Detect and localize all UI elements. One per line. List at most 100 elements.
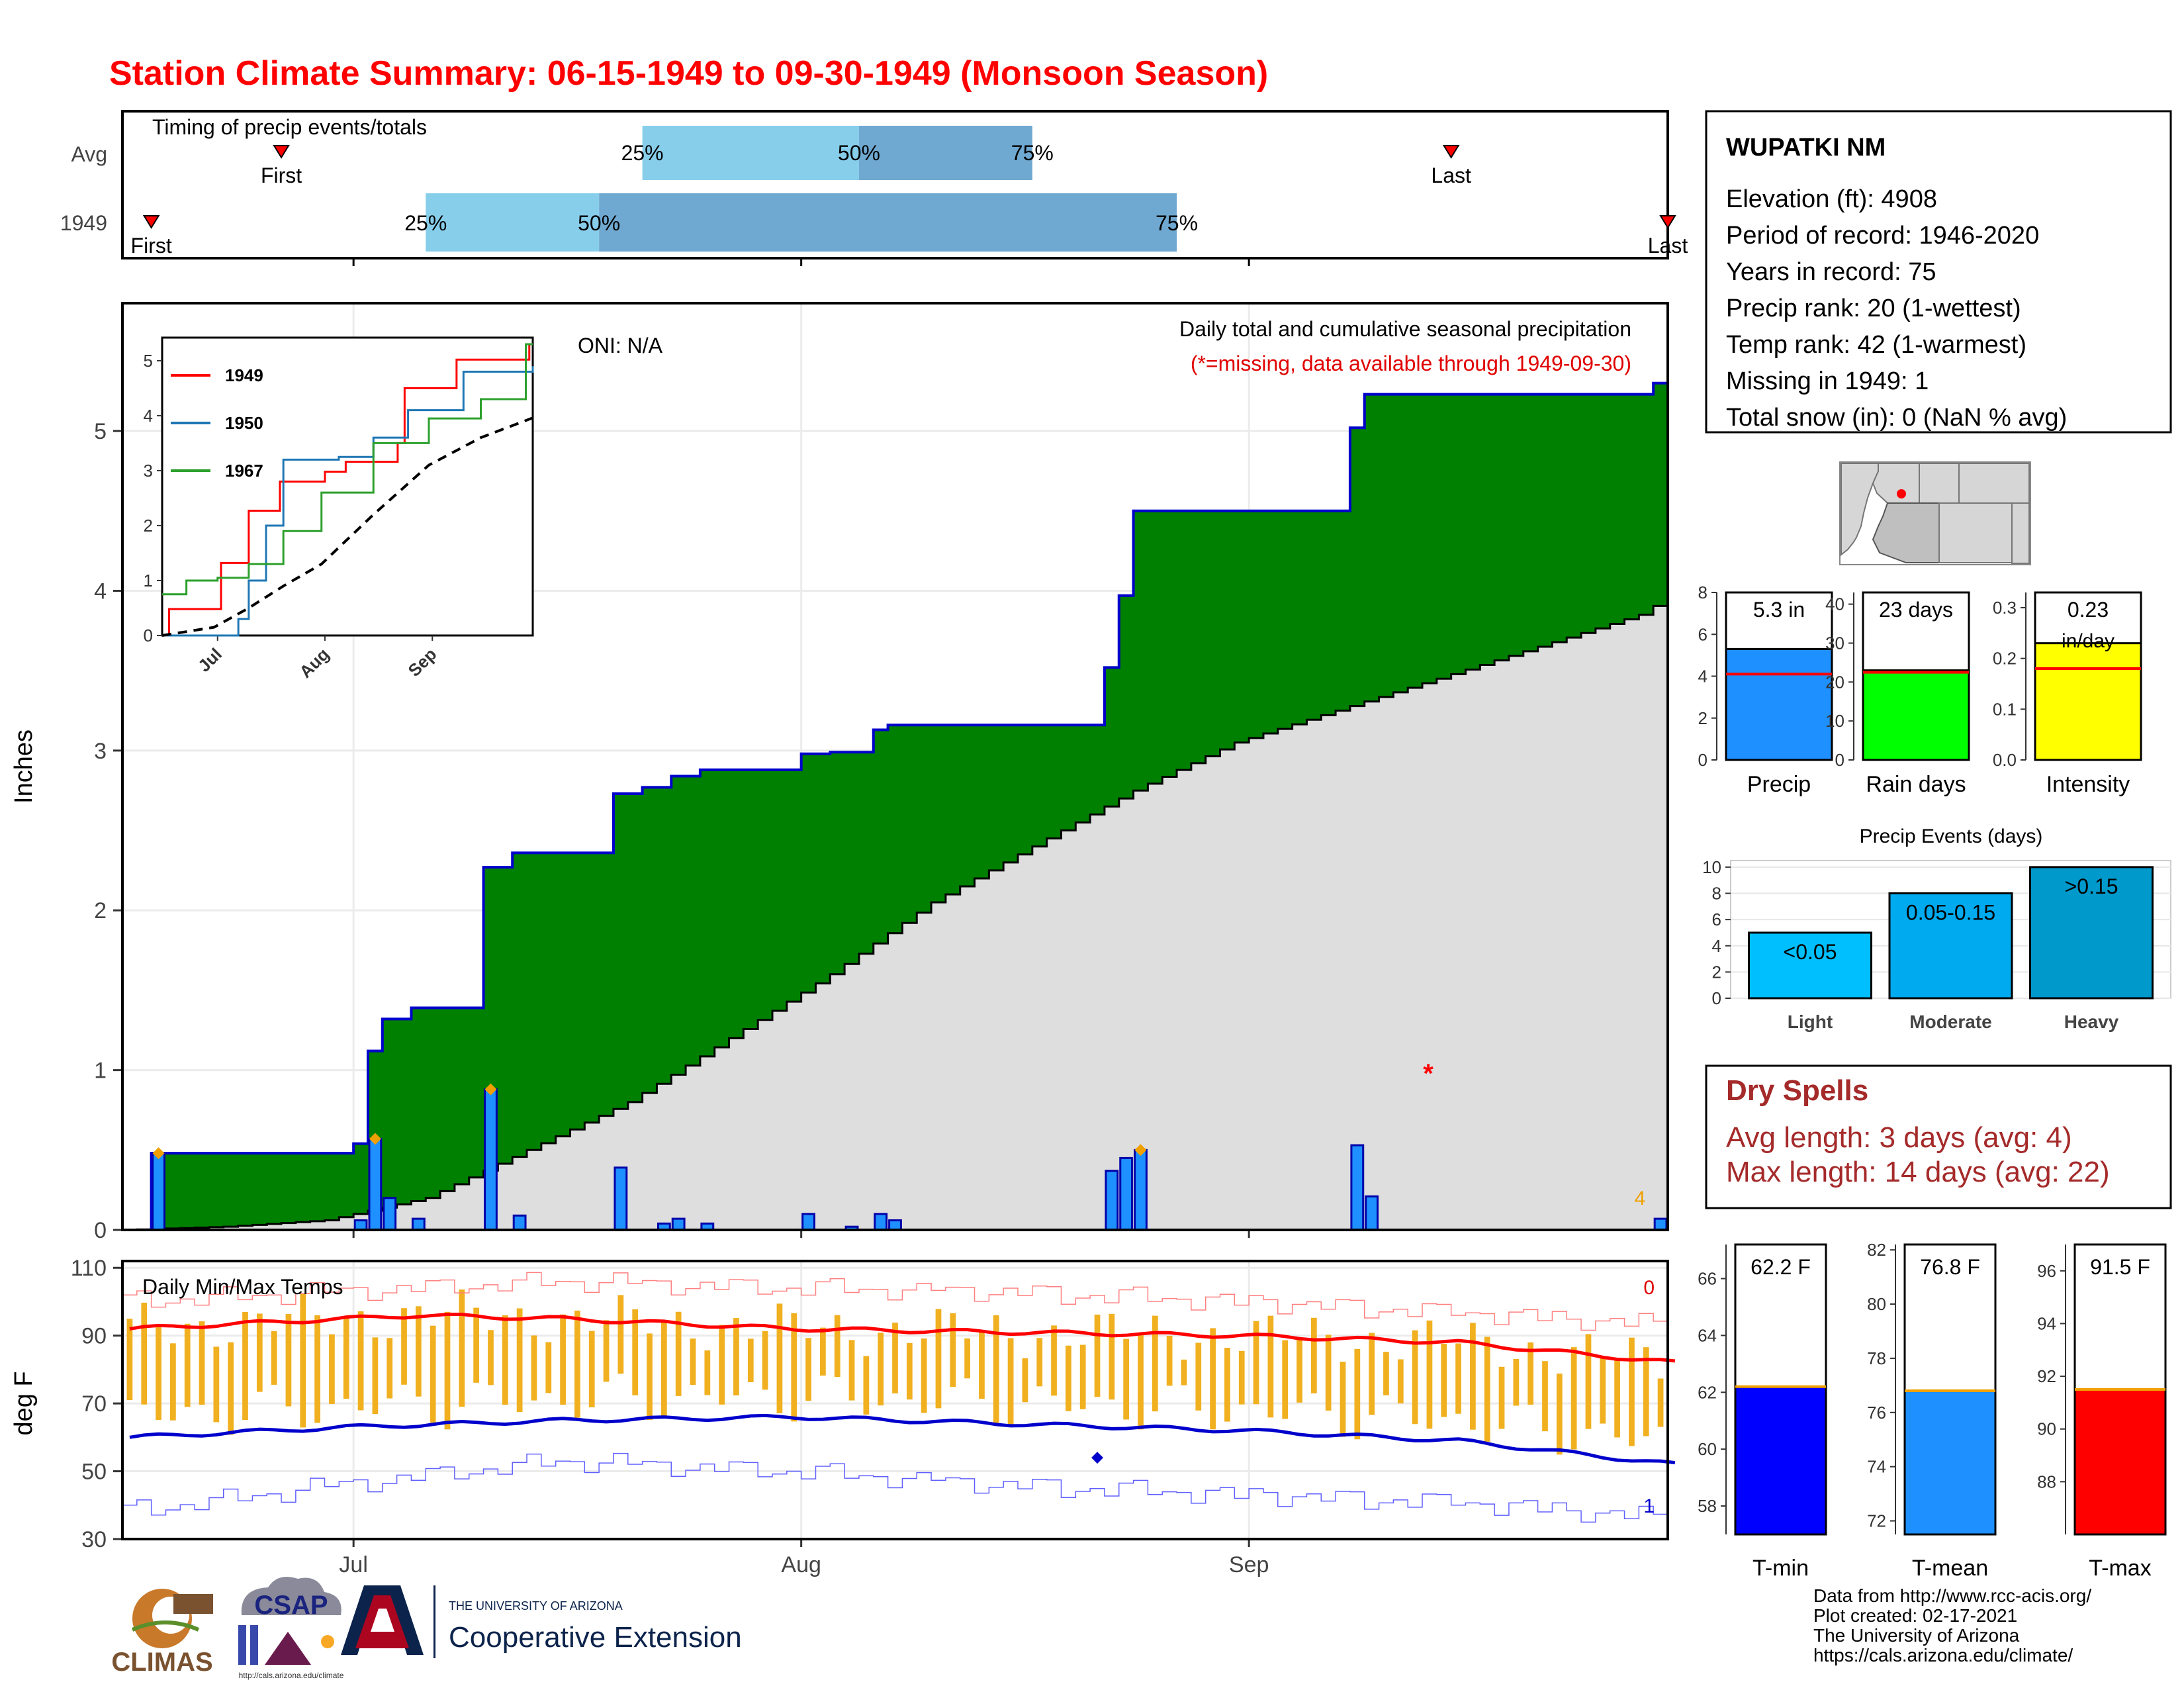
daily-temp-range-bar xyxy=(184,1323,191,1407)
temp-panel-frame xyxy=(121,1260,1669,1540)
timing-panel: 25% 50% 75% First Last 25% 50% 75% First Last Tim… xyxy=(60,110,1688,266)
temp-summary-tick-label: 76 xyxy=(1867,1403,1886,1423)
daily-temp-range-bar xyxy=(1051,1325,1057,1396)
daily-temp-range-bar xyxy=(516,1308,523,1413)
csap-logo-cloud xyxy=(241,1576,341,1615)
daily-temp-range-bar xyxy=(1383,1352,1389,1395)
precip-y-tick-label: 5 xyxy=(94,419,107,444)
daily-temp-range-bar xyxy=(1138,1333,1144,1430)
daily-temp-range-bar xyxy=(430,1325,436,1423)
climas-logo-bar xyxy=(173,1594,213,1614)
daily-temp-range-bar xyxy=(791,1313,797,1422)
summary-bar-value: 23 days xyxy=(1879,598,1953,622)
daily-temp-range-bar xyxy=(1094,1314,1101,1397)
temp-summary-tick-label: 94 xyxy=(2037,1313,2056,1333)
daily-temp-range-bar xyxy=(531,1335,537,1401)
temp-summary-bars: 58 60 62 64 66 62.2 F T-min 72 74 76 78 80 82 76.8 F T… xyxy=(1698,1240,2167,1581)
daily-record-marker xyxy=(1134,1144,1147,1156)
precip-panel-frame xyxy=(121,302,1669,1231)
inset-y-tick-label: 5 xyxy=(144,351,153,371)
inset-legend-label: 1950 xyxy=(225,413,263,433)
summary-bar-value: 5.3 in xyxy=(1753,598,1805,622)
timing-q25-50-bar xyxy=(642,126,859,180)
events-bar-range: >0.15 xyxy=(2065,874,2118,898)
timing-first-marker xyxy=(142,215,160,229)
temp-summary-tick-label: 80 xyxy=(1867,1294,1886,1314)
daily-precip-bar xyxy=(383,1197,397,1231)
daily-temp-range-bar xyxy=(1513,1358,1520,1406)
daily-temp-range-bar xyxy=(271,1331,277,1385)
timing-q50-75-bar xyxy=(858,126,1032,180)
summary-bar-tick-label: 4 xyxy=(1698,667,1707,686)
footer-line: Data from http://www.rcc-acis.org/ xyxy=(1813,1585,2091,1606)
daily-temp-range-bar xyxy=(892,1323,898,1394)
daily-temp-range-bar xyxy=(502,1315,508,1405)
footer-line: Plot created: 02-17-2021 xyxy=(1813,1605,2017,1626)
precip-corner-count: 4 xyxy=(1635,1188,1646,1209)
daily-temp-range-bar xyxy=(343,1316,349,1399)
timing-first-marker xyxy=(273,145,290,159)
summary-bar-value: 0.23 xyxy=(2068,598,2109,622)
daily-temp-range-bar xyxy=(488,1330,494,1385)
daily-precip-bar xyxy=(614,1166,628,1231)
daily-temp-range-bar xyxy=(126,1319,133,1400)
temp-summary-bar-t-mean xyxy=(1903,1389,1997,1536)
daily-temp-range-bar xyxy=(1455,1343,1461,1414)
temp-summary-tick-label: 64 xyxy=(1698,1325,1717,1345)
daily-temp-range-bar xyxy=(1354,1348,1361,1440)
daily-precip-bar xyxy=(368,1137,383,1231)
daily-temp-range-bar xyxy=(690,1338,696,1385)
daily-precip-bar xyxy=(512,1214,527,1231)
map-texas xyxy=(2011,502,2030,564)
csap-logo-text: CSAP xyxy=(254,1591,328,1620)
temp-summary-tick-label: 72 xyxy=(1867,1511,1886,1531)
page-title: Station Climate Summary: 06-15-1949 to 0… xyxy=(109,54,1268,93)
inset-series-1950 xyxy=(162,366,534,637)
average-tmax-line xyxy=(129,1312,1676,1363)
summary-bar-tick-label: 0.0 xyxy=(1993,750,2017,770)
temp-summary-tick-label: 78 xyxy=(1867,1348,1886,1368)
daily-temp-range-bar xyxy=(1600,1356,1606,1424)
timing-quantile-label: 50% xyxy=(838,141,880,165)
temp-panel-label: Daily Min/Max Temps xyxy=(142,1275,343,1299)
events-bar-range: 0.05-0.15 xyxy=(1906,901,1995,925)
summary-bar-tick-label: 0 xyxy=(1698,750,1707,770)
dry-spells: Dry Spells Avg length: 3 days (avg: 4) M… xyxy=(1705,1064,2172,1209)
inset-y-tick-label: 1 xyxy=(144,571,153,590)
dry-spells-frame xyxy=(1705,1064,2172,1209)
csap-logo-url: http://cals.arizona.edu/climate xyxy=(239,1671,344,1680)
timing-last-marker xyxy=(1442,145,1460,159)
daily-temp-range-bar xyxy=(675,1311,682,1396)
precip-y-tick-label: 3 xyxy=(94,739,107,764)
daily-temp-range-bar xyxy=(1022,1358,1028,1403)
daily-temp-range-bar xyxy=(762,1331,768,1390)
station-location-dot xyxy=(1897,489,1906,498)
daily-precip-bar xyxy=(1350,1144,1365,1231)
daily-temp-range-bar xyxy=(647,1333,653,1421)
daily-temp-range-bar xyxy=(1470,1323,1476,1430)
events-y-tick-label: 6 xyxy=(1712,910,1721,929)
daily-temp-range-bar xyxy=(473,1307,480,1383)
daily-temp-range-bar xyxy=(387,1338,393,1399)
daily-temp-range-bar xyxy=(1614,1360,1620,1438)
daily-temp-range-bar xyxy=(776,1303,783,1413)
daily-temp-range-bar xyxy=(660,1321,667,1419)
events-y-tick-label: 4 xyxy=(1712,936,1721,956)
daily-temp-range-bar xyxy=(863,1356,870,1415)
daily-record-marker xyxy=(152,1147,165,1160)
daily-temp-range-bar xyxy=(560,1314,566,1405)
temp-marks: 30 50 70 90 110 Jul Aug Sep xyxy=(71,1256,1676,1577)
climas-logo: CLIMAS xyxy=(111,1589,213,1677)
daily-temp-range-bar xyxy=(1542,1361,1548,1432)
temp-panel: 30 50 70 90 110 Jul Aug Sep Daily Min/Max Temps… xyxy=(10,1256,1676,1577)
daily-record-marker xyxy=(484,1083,497,1096)
summary-bar-label: Rain days xyxy=(1866,772,1966,797)
daily-temp-range-bar xyxy=(314,1315,320,1423)
daily-temp-range-bar xyxy=(1643,1347,1649,1436)
summary-bar-tick-label: 10 xyxy=(1825,711,1844,731)
summary-bar-tick-label: 0.3 xyxy=(1993,598,2017,618)
inset-y-tick-label: 3 xyxy=(144,461,153,481)
daily-temp-range-bar xyxy=(285,1314,292,1407)
timing-quantile-label: 25% xyxy=(404,211,447,235)
daily-temp-range-bar xyxy=(372,1337,379,1415)
